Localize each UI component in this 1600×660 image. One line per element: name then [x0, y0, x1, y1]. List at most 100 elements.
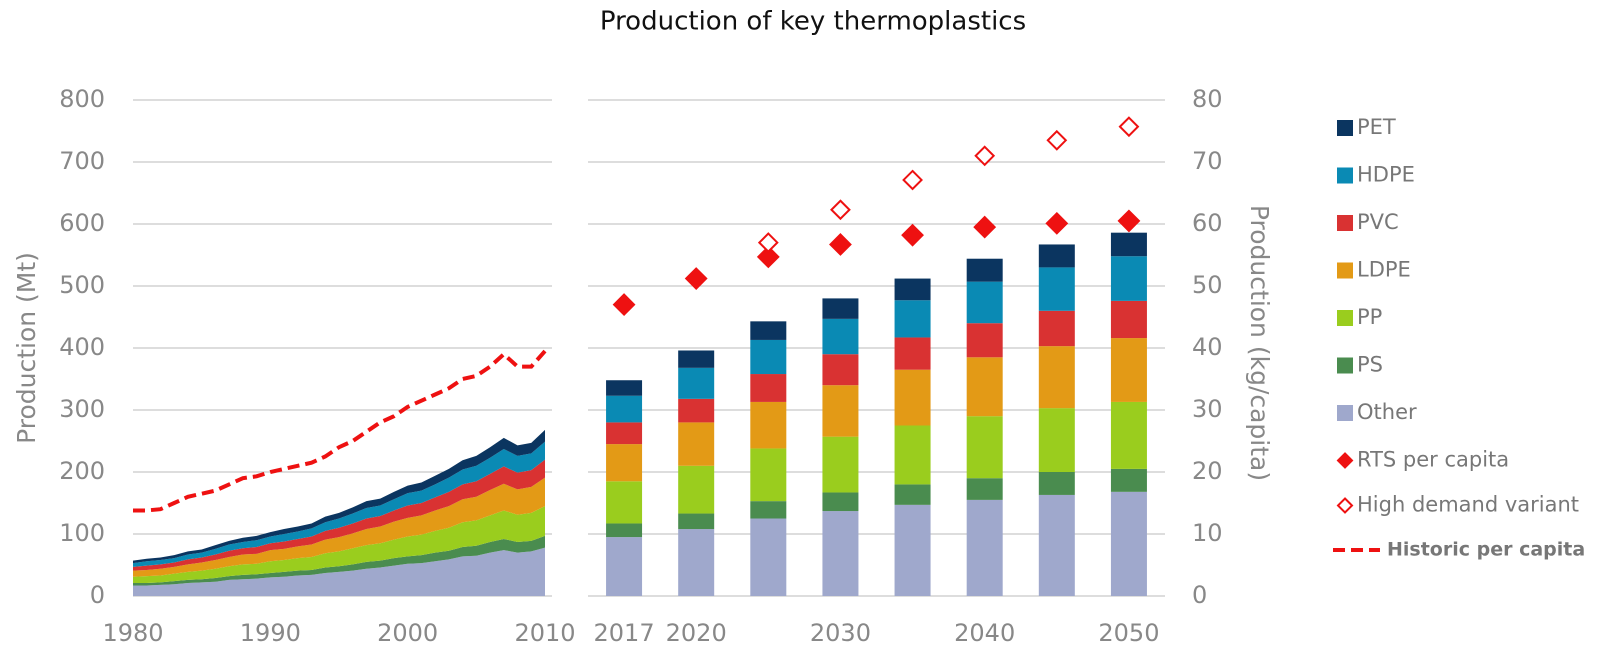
legend-label: HDPE [1357, 163, 1415, 187]
bar-segment [894, 504, 931, 596]
y2-tick-label: 40 [1192, 333, 1223, 361]
bar-segment [606, 481, 643, 524]
scatter-marker [1118, 116, 1140, 138]
y2-tick-label: 80 [1192, 85, 1223, 113]
bar-segment [894, 278, 931, 301]
scatter-marker [830, 199, 851, 221]
area [133, 441, 545, 567]
y-axis-label: Production (Mt) [12, 252, 41, 444]
bar-segment [966, 357, 1003, 417]
bar-segment [1110, 468, 1147, 492]
legend-label: PET [1357, 115, 1396, 139]
scatter-marker [974, 145, 996, 167]
legend-label: PP [1357, 305, 1382, 329]
bar-segment [894, 300, 931, 338]
scatter-marker [902, 169, 923, 191]
bar-segment [750, 448, 787, 502]
y-tick-label: 200 [59, 457, 105, 485]
scatter-marker [757, 232, 779, 254]
bar-segment [894, 484, 931, 505]
bar-segment [894, 369, 931, 426]
x-tick-label: 2040 [954, 619, 1015, 647]
bar-segment [1110, 491, 1147, 596]
legend-marker [1336, 497, 1354, 514]
legend-label: High demand variant [1357, 493, 1579, 517]
area [133, 477, 545, 577]
bar-segment [822, 318, 859, 355]
scatter-marker [1117, 209, 1141, 233]
legend-label: PS [1357, 353, 1383, 377]
legend-swatch [1337, 310, 1353, 326]
legend-label: PVC [1357, 210, 1399, 234]
scatter-marker [829, 233, 852, 256]
y2-tick-label: 70 [1192, 147, 1223, 175]
bar-segment [606, 422, 643, 445]
bar-segment [1110, 401, 1147, 469]
bar-segment [966, 281, 1003, 324]
y-tick-label: 700 [59, 147, 105, 175]
bar-segment [750, 339, 787, 375]
legend-marker [1336, 452, 1354, 469]
bar-segment [822, 492, 859, 512]
bar-segment [1110, 232, 1147, 257]
bar-segment [822, 511, 859, 596]
bar-segment [678, 367, 715, 399]
bar-segment [750, 321, 787, 340]
y2-axis-label: Production (kg/capita) [1245, 205, 1274, 481]
area [133, 535, 545, 586]
y2-tick-label: 20 [1192, 457, 1223, 485]
x-tick-label: 2017 [594, 619, 655, 647]
legend-swatch [1337, 120, 1353, 136]
legend-label: Historic per capita [1387, 539, 1585, 561]
x-tick-label: 1990 [240, 619, 301, 647]
y-tick-label: 500 [59, 271, 105, 299]
bar-segment [822, 354, 859, 386]
y2-tick-label: 10 [1192, 519, 1223, 547]
y-tick-label: 600 [59, 209, 105, 237]
x-tick-label: 2010 [514, 619, 575, 647]
legend-label: RTS per capita [1357, 448, 1509, 472]
x-tick-label: 2020 [666, 619, 727, 647]
scatter-marker [901, 223, 924, 247]
bar-segment [678, 422, 715, 466]
bar-segment [606, 523, 643, 538]
y-tick-label: 800 [59, 85, 105, 113]
y-tick-label: 100 [59, 519, 105, 547]
bar-segment [894, 337, 931, 370]
legend-label: LDPE [1357, 258, 1411, 282]
scatter-marker [612, 293, 636, 317]
area [133, 459, 545, 571]
bar-segment [966, 323, 1003, 358]
bar-segment [750, 518, 787, 596]
x-tick-label: 2050 [1098, 619, 1159, 647]
bar-segment [750, 401, 787, 449]
bar-segment [1038, 494, 1075, 596]
bar-segment [822, 436, 859, 493]
bar-segment [1038, 310, 1075, 347]
area [133, 429, 545, 564]
legend-label: Other [1357, 400, 1417, 424]
bar-segment [894, 425, 931, 485]
x-tick-label: 2000 [377, 619, 438, 647]
bar-segment [606, 395, 643, 423]
bar-segment [1038, 408, 1075, 472]
per-capita-line [133, 349, 547, 513]
y2-tick-label: 50 [1192, 271, 1223, 299]
bar-segment [678, 529, 715, 596]
bar-segment [678, 513, 715, 530]
x-tick-label: 1980 [102, 619, 163, 647]
legend-swatch [1337, 405, 1353, 421]
y2-tick-label: 60 [1192, 209, 1223, 237]
scatter-marker [1045, 211, 1069, 235]
bar-segment [606, 537, 643, 596]
bar-segment [1110, 256, 1147, 301]
y-tick-label: 0 [90, 581, 105, 609]
bar-segment [966, 258, 1003, 282]
x-tick-label: 2030 [810, 619, 871, 647]
bar-segment [822, 385, 859, 437]
scatter-marker [1046, 129, 1068, 151]
bar-segment [1038, 472, 1075, 495]
legend-swatch [1337, 262, 1353, 279]
y-tick-label: 400 [59, 333, 105, 361]
chart-title: Production of key thermoplastics [600, 7, 1026, 37]
